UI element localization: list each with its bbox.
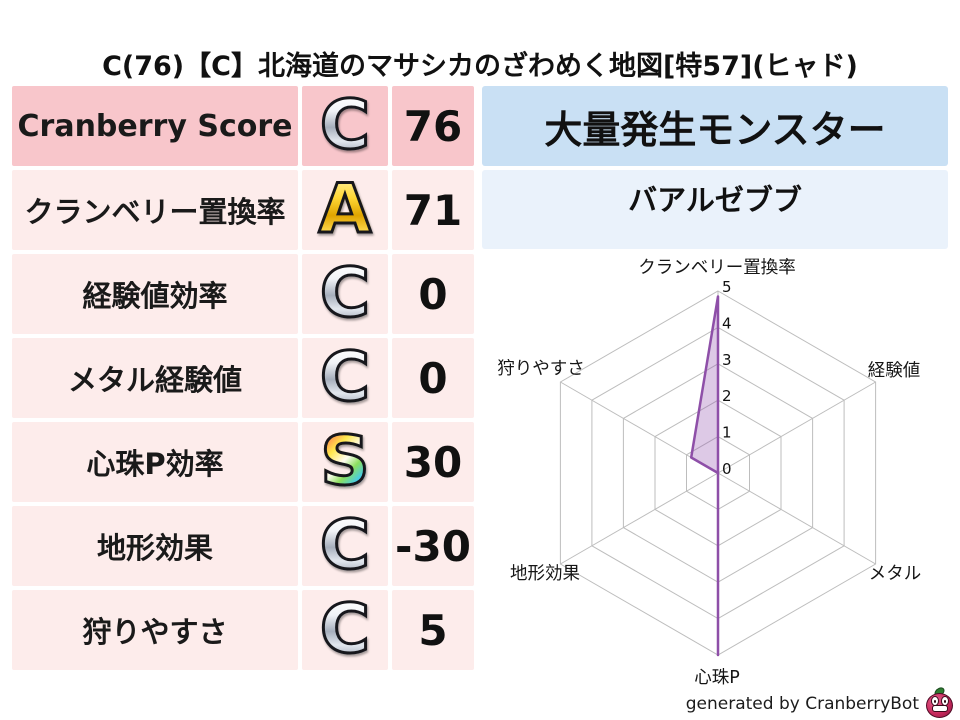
grade-badge: C bbox=[302, 506, 388, 586]
table-row: Cranberry Score C 76 bbox=[12, 86, 474, 166]
svg-text:0: 0 bbox=[722, 460, 732, 478]
svg-text:1: 1 bbox=[722, 424, 732, 442]
svg-text:5: 5 bbox=[722, 278, 732, 296]
svg-text:クランベリー置換率: クランベリー置換率 bbox=[638, 258, 796, 278]
table-row: 狩りやすさ C 5 bbox=[12, 590, 474, 670]
svg-text:狩りやすさ: 狩りやすさ bbox=[497, 359, 585, 379]
grade-letter: C bbox=[319, 338, 372, 417]
page-title: C(76)【C】北海道のマサシカのざわめく地図[特57](ヒャド) bbox=[102, 51, 858, 82]
grade-badge: A bbox=[302, 170, 388, 250]
grade-letter: C bbox=[319, 254, 372, 333]
grade-letter: C bbox=[319, 506, 372, 585]
grade-letter: C bbox=[319, 86, 372, 165]
outbreak-monster-header: 大量発生モンスター bbox=[482, 86, 948, 166]
grade-badge: C bbox=[302, 338, 388, 418]
table-row: メタル経験値 C 0 bbox=[12, 338, 474, 418]
grade-letter: A bbox=[317, 170, 373, 249]
table-row: 心珠P効率 S 30 bbox=[12, 422, 474, 502]
stat-value: 5 bbox=[392, 590, 474, 670]
grade-badge: C bbox=[302, 254, 388, 334]
svg-text:2: 2 bbox=[722, 387, 732, 405]
svg-text:地形効果: 地形効果 bbox=[510, 564, 580, 584]
svg-text:メタル: メタル bbox=[869, 564, 922, 584]
svg-text:3: 3 bbox=[722, 351, 732, 369]
stat-value: 30 bbox=[392, 422, 474, 502]
stat-label: 狩りやすさ bbox=[12, 590, 298, 670]
stat-label: 心珠P効率 bbox=[12, 422, 298, 502]
table-row: クランベリー置換率 A 71 bbox=[12, 170, 474, 250]
svg-text:4: 4 bbox=[722, 314, 732, 332]
grade-badge: C bbox=[302, 86, 388, 166]
grade-letter: S bbox=[319, 422, 371, 501]
svg-text:経験値: 経験値 bbox=[868, 361, 921, 381]
grade-badge: C bbox=[302, 590, 388, 670]
stat-label: 地形効果 bbox=[12, 506, 298, 586]
table-row: 地形効果 C -30 bbox=[12, 506, 474, 586]
footer-credit: generated by CranberryBot bbox=[685, 686, 956, 719]
outbreak-monster-name: バアルゼブブ bbox=[482, 170, 948, 249]
credit-text: generated by CranberryBot bbox=[685, 693, 919, 714]
stat-label: メタル経験値 bbox=[12, 338, 298, 418]
svg-text:心珠P: 心珠P bbox=[694, 668, 740, 688]
stat-value: 76 bbox=[392, 86, 474, 166]
grade-badge: S bbox=[302, 422, 388, 502]
stat-label: クランベリー置換率 bbox=[12, 170, 298, 250]
stat-value: 71 bbox=[392, 170, 474, 250]
stats-table: Cranberry Score C 76 クランベリー置換率 A 71 経験値効… bbox=[12, 86, 474, 670]
table-row: 経験値効率 C 0 bbox=[12, 254, 474, 334]
stat-value: -30 bbox=[392, 506, 474, 586]
stat-label: 経験値効率 bbox=[12, 254, 298, 334]
stat-value: 0 bbox=[392, 338, 474, 418]
stat-value: 0 bbox=[392, 254, 474, 334]
grade-letter: C bbox=[319, 590, 372, 669]
stat-label: Cranberry Score bbox=[12, 86, 298, 166]
cranberry-icon bbox=[924, 686, 956, 719]
